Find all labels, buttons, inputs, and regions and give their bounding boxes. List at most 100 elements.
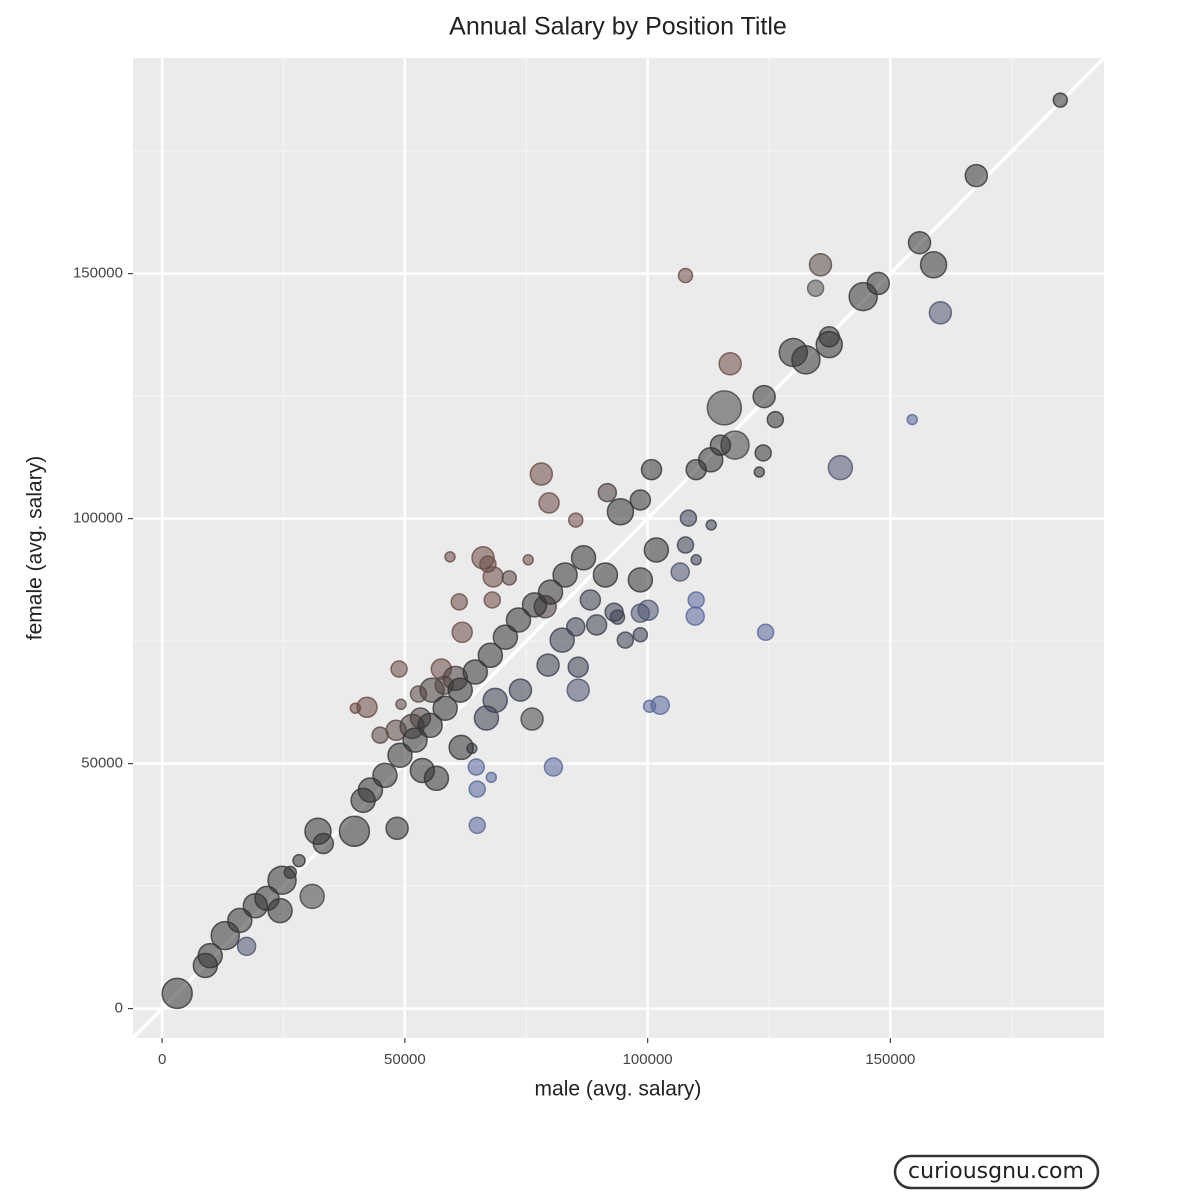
x-tick-label: 150000 [865,1051,915,1068]
bubble [670,562,690,582]
bubble [385,816,409,841]
bubble [483,591,502,609]
bubble [508,678,533,702]
bubble [267,865,297,895]
bubble [592,562,619,588]
bubble [766,410,785,429]
bubble [627,567,654,593]
bubble [752,384,776,409]
bubble [643,537,670,563]
bubble [462,659,489,685]
bubble [501,570,518,586]
bubble [642,699,657,714]
bubble [685,606,705,626]
bubble [676,536,695,554]
bubble [754,444,772,462]
bubble [482,687,508,714]
bubble [685,458,707,481]
bubble [492,624,519,650]
bubble [629,489,652,511]
bubble [585,614,608,636]
bubble [928,301,953,325]
bubble [756,623,775,642]
bubble [687,591,705,609]
bubble [616,631,635,649]
bubble [468,780,486,798]
bubble [609,609,626,625]
bubble [606,497,635,526]
y-tick-label: 50000 [81,755,123,772]
bubble [419,677,445,703]
plot-layer [133,58,1104,1038]
bubble [467,758,485,776]
bubble [753,466,766,478]
bubble [579,589,602,611]
bubble [468,816,486,835]
bubble [640,458,663,481]
y-tick-label: 100000 [73,510,123,527]
x-tick-label: 0 [158,1051,166,1068]
bubble [390,660,408,678]
bubble [597,482,618,503]
bubble [806,279,825,298]
bubble [444,551,456,563]
bubble [566,617,586,637]
bubble [350,787,376,814]
bubble [677,267,694,284]
bubble [161,977,193,1010]
bubble [477,642,504,669]
bubble [808,253,833,277]
bubble [907,230,932,255]
x-tick-label: 50000 [384,1051,426,1068]
y-axis-label: female (avg. salary) [24,456,47,640]
bubble [566,678,590,702]
watermark: curiousgnu.com [908,1159,1084,1184]
bubble [964,163,989,188]
watermark-frame [893,1154,1100,1190]
bubble [906,413,918,426]
bubble [387,742,413,769]
bubble [690,554,702,566]
bubble [520,707,544,731]
bubble [529,462,554,486]
bubble [709,434,732,456]
bubble [552,562,578,588]
bubble [632,626,649,643]
bubble [570,545,597,571]
bubble [705,519,717,531]
bubble [637,599,659,621]
bubble [451,621,473,644]
bubble [538,492,560,514]
bubble [409,757,436,784]
bubble [567,656,589,678]
bubble [718,352,742,376]
bubble [210,920,240,951]
bubble [236,936,257,957]
bubble [192,952,219,979]
bubble [536,653,560,677]
y-tick-label: 0 [115,1000,123,1017]
bubble [549,627,575,653]
chart-title: Annual Salary by Position Title [449,13,787,41]
bubble [482,566,504,588]
bubble [679,509,698,527]
bubble [338,815,371,847]
bubble [450,593,469,611]
bubble [312,832,335,855]
bubble [402,727,428,753]
bubble [432,695,458,721]
x-tick-label: 100000 [623,1051,673,1068]
bubble [543,757,564,777]
bubble [791,345,821,375]
bubble [485,771,498,784]
bubble [522,554,534,566]
bubble [818,326,840,348]
bubble [395,698,407,711]
bubble [866,271,890,296]
bubble [521,592,548,618]
bubble [447,677,473,703]
bubble [706,390,743,426]
bubble [242,892,269,919]
bubble [568,512,584,528]
